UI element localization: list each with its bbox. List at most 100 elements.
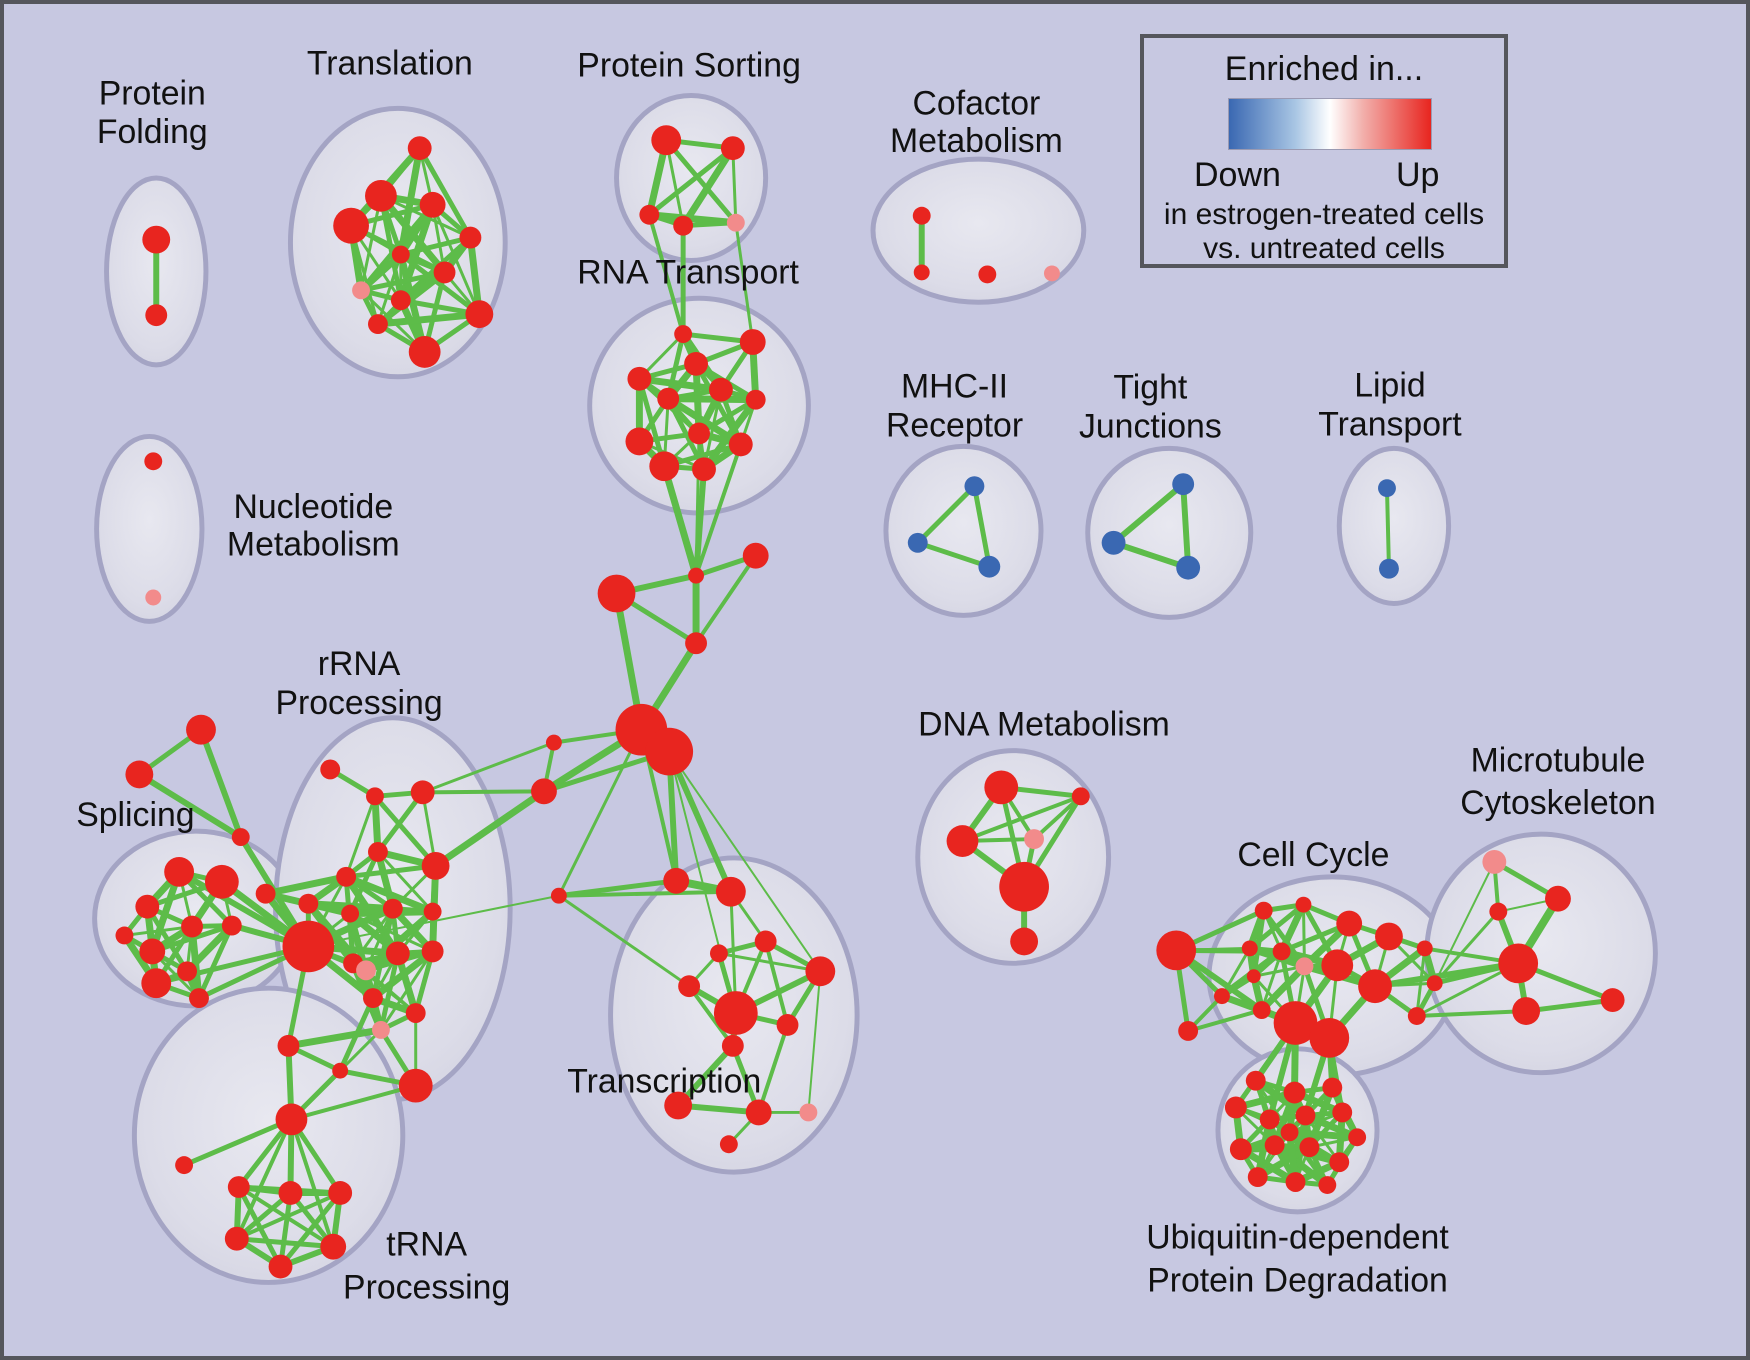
rrna-node-19 <box>332 1062 349 1079</box>
connectors-node-7 <box>531 778 557 805</box>
edge <box>420 789 546 795</box>
protein_sorting-node-4 <box>726 213 745 232</box>
edge <box>364 968 418 1015</box>
transcription-label-line1: Transcription <box>567 1063 761 1101</box>
nucleotide-label-line2: Metabolism <box>227 526 400 564</box>
edge <box>1186 1008 1264 1033</box>
edge <box>731 146 738 225</box>
dna-node-1 <box>1071 787 1090 806</box>
legend-gradient-bar <box>1228 98 1432 150</box>
connectors-node-5 <box>645 727 694 776</box>
cofactor-node-0 <box>912 206 931 225</box>
edge <box>1260 949 1284 1012</box>
rrna-node-10 <box>282 920 335 973</box>
cell_cycle-node-8 <box>1321 949 1354 982</box>
edge <box>687 984 735 1048</box>
cell_cycle-node-6 <box>1272 942 1291 961</box>
cell_cycle-node-9 <box>1358 969 1392 1004</box>
cell_cycle-node-4 <box>1416 940 1433 957</box>
translation-node-11 <box>368 314 388 335</box>
edge <box>1258 962 1308 1014</box>
translation-node-1 <box>365 179 397 212</box>
microtubule-label-line1: Microtubule <box>1471 741 1646 779</box>
cofactor-label-line1: Cofactor <box>913 84 1041 122</box>
dna-node-3 <box>1024 829 1044 849</box>
lipid-node-0 <box>1378 479 1396 498</box>
trna-label-line2: Processing <box>343 1268 510 1306</box>
rrna-node-18 <box>277 1034 300 1057</box>
dna-node-2 <box>946 825 979 857</box>
rrna-node-12 <box>385 941 410 966</box>
cell_cycle-node-7 <box>1295 957 1314 976</box>
protein_folding-node-0 <box>142 225 171 254</box>
rrna-node-20 <box>398 1068 433 1103</box>
rna_transport-node-4 <box>657 387 680 410</box>
protein_sorting-label-line1: Protein Sorting <box>577 47 801 85</box>
rna_transport-node-10 <box>649 451 680 482</box>
edge <box>1384 486 1391 571</box>
edge <box>915 483 977 546</box>
translation-node-8 <box>390 290 411 311</box>
dna-node-5 <box>1010 927 1039 956</box>
translation-node-2 <box>333 207 369 244</box>
edge <box>289 1083 418 1122</box>
transcription-node-7 <box>776 1014 799 1036</box>
edge <box>666 748 734 895</box>
lipid-node-1 <box>1379 558 1399 579</box>
tight-ellipse <box>1085 445 1254 620</box>
splicing-node-6 <box>177 961 198 982</box>
nucleotide-label-line1: Nucleotide <box>233 488 393 526</box>
tight-label-line1: Tight <box>1113 369 1187 407</box>
ubiquitin-node-8 <box>1229 1138 1252 1161</box>
edge <box>196 923 235 1001</box>
edge <box>198 726 244 841</box>
splicing-label-line1: Splicing <box>76 796 194 834</box>
edge <box>1523 997 1616 1014</box>
transcription-node-2 <box>754 930 777 953</box>
mhc-node-1 <box>907 532 928 553</box>
translation-node-3 <box>419 191 446 218</box>
edge <box>376 850 435 914</box>
edge <box>376 253 403 326</box>
edge <box>181 1116 294 1168</box>
splicing-node-7 <box>141 968 172 999</box>
transcription-node-5 <box>678 975 701 998</box>
edge <box>122 925 194 937</box>
dna-label-line1: DNA Metabolism <box>918 706 1170 744</box>
mhc-node-2 <box>978 555 1001 578</box>
edge <box>1286 1128 1361 1141</box>
ubiquitin-node-4 <box>1259 1109 1280 1130</box>
edge <box>379 949 435 1032</box>
trna-node-3 <box>278 1181 303 1205</box>
mhc-label-line1: MHC-II <box>901 368 1008 406</box>
rrna-node-13 <box>421 940 444 963</box>
trna-node-2 <box>227 1176 250 1198</box>
cell_cycle-node-10 <box>1246 969 1261 984</box>
edge <box>1433 860 1496 985</box>
edge <box>278 1190 343 1270</box>
ubiquitin-node-6 <box>1332 1102 1353 1123</box>
rrna-label-line2: Processing <box>275 684 442 722</box>
rrna-node-1 <box>366 787 384 806</box>
edge <box>1032 794 1083 842</box>
dna-node-0 <box>984 770 1019 805</box>
edge <box>763 939 790 1027</box>
rrna-node-3 <box>368 842 388 862</box>
edge <box>557 728 643 898</box>
edge <box>1180 481 1192 571</box>
edge <box>1372 960 1522 990</box>
cell_cycle-node-13 <box>1273 1001 1318 1045</box>
edge <box>1247 902 1306 951</box>
ubiquitin-node-9 <box>1264 1135 1285 1156</box>
translation-node-6 <box>433 261 456 284</box>
splicing-node-0 <box>164 856 195 887</box>
edge <box>1110 539 1192 571</box>
transcription-node-11 <box>799 1103 818 1122</box>
rrna-node-21 <box>255 883 276 904</box>
edge <box>417 145 473 241</box>
edge <box>646 145 736 218</box>
rrna-node-17 <box>405 1003 426 1023</box>
translation-node-5 <box>391 245 410 264</box>
splicing-node-8 <box>189 988 209 1009</box>
edge <box>679 144 737 230</box>
